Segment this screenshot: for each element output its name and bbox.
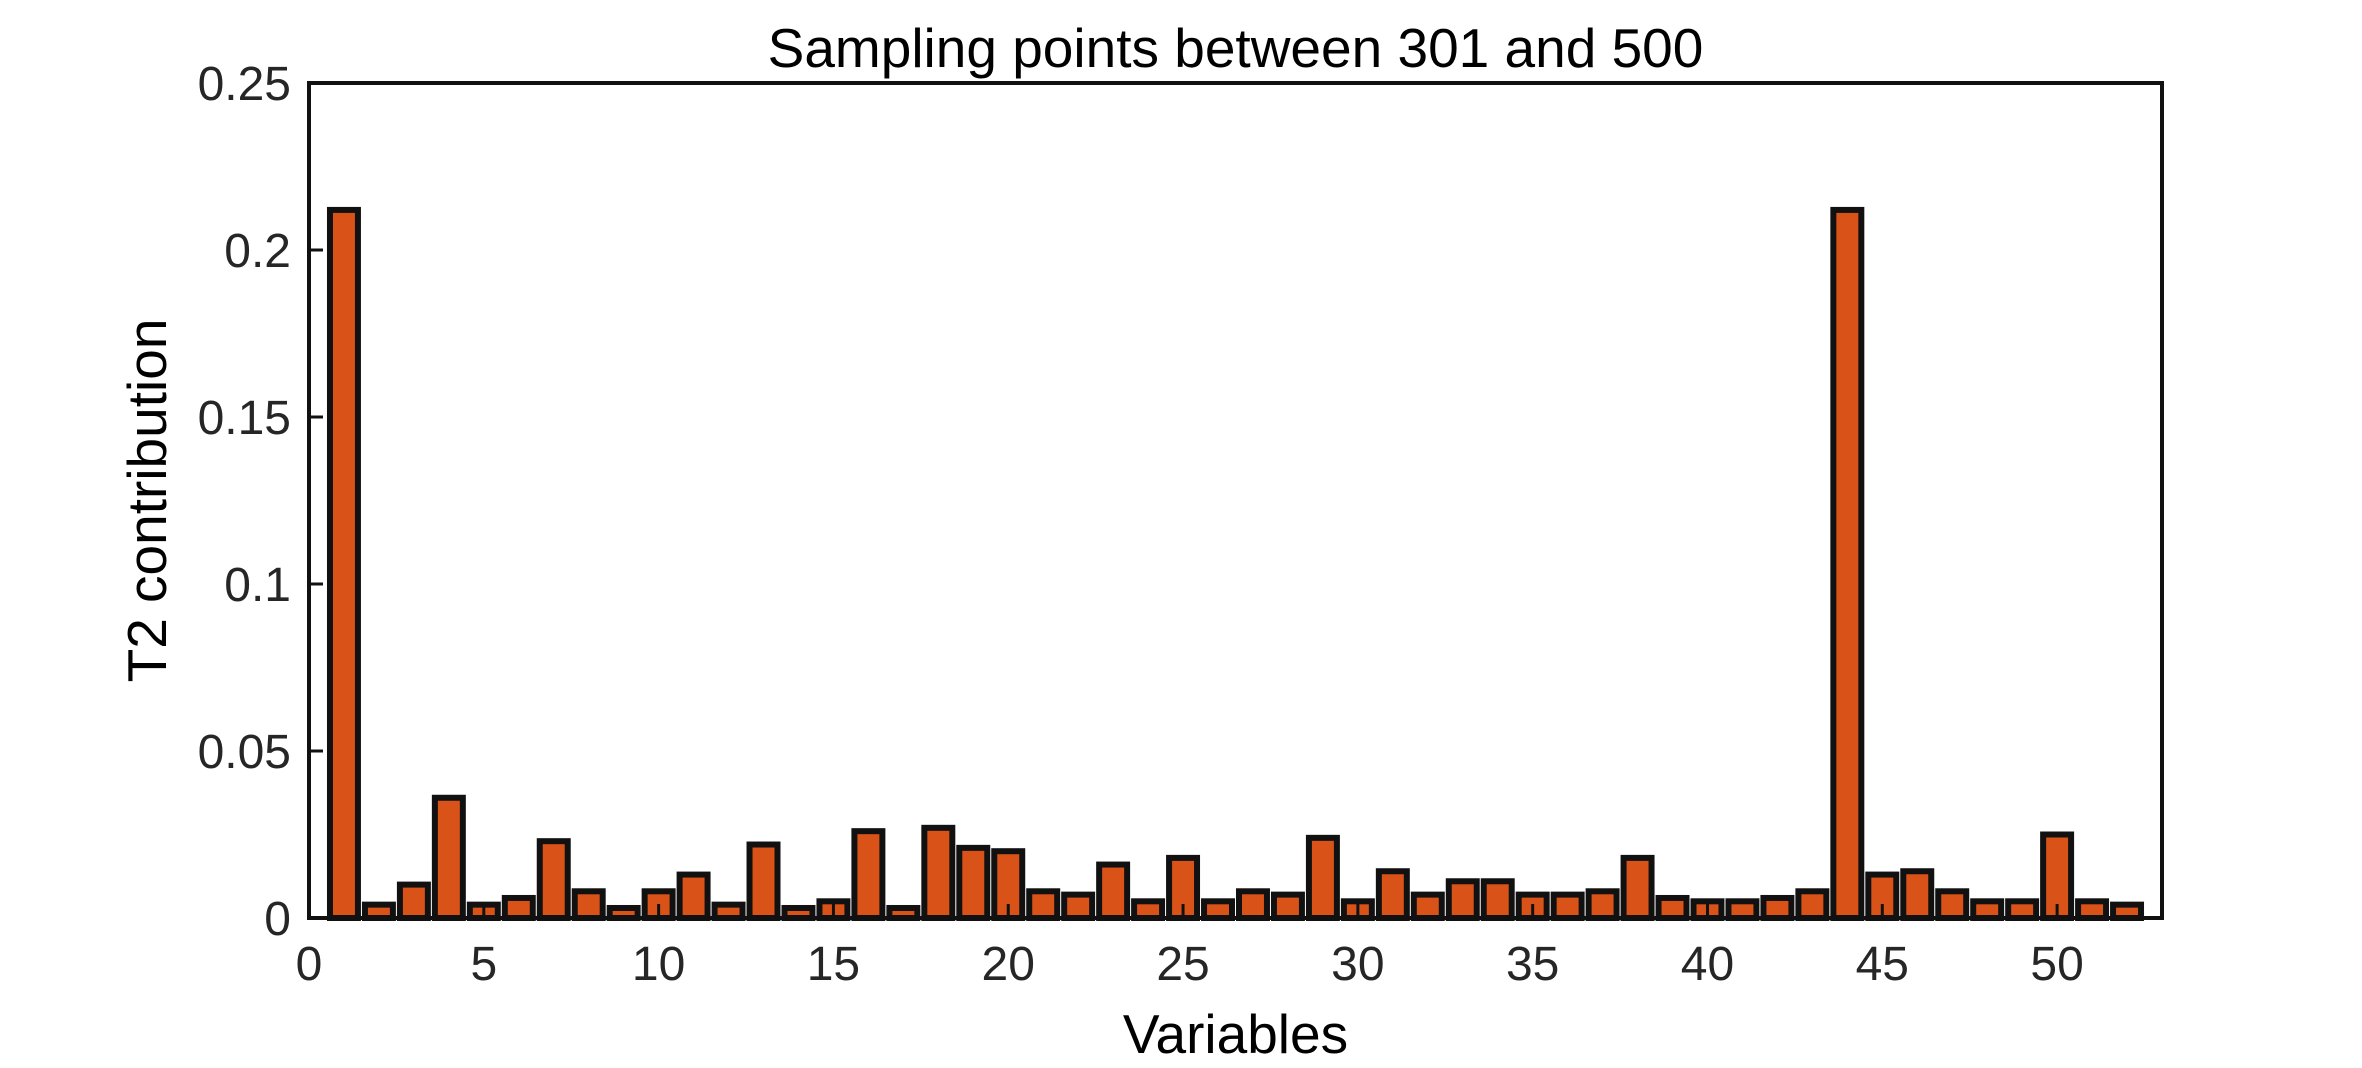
bar-12 (711, 901, 746, 922)
y-tick-label: 0 (264, 893, 291, 946)
bar-8 (571, 888, 606, 922)
bar-48 (1970, 898, 2005, 921)
chart-title: Sampling points between 301 and 500 (768, 17, 1704, 79)
bar-32 (1410, 891, 1445, 921)
y-tick-label: 0.1 (224, 559, 291, 612)
x-tick-label: 45 (1856, 938, 1909, 991)
bar-29 (1305, 834, 1340, 922)
bar-28 (1270, 891, 1305, 921)
bar-7 (536, 838, 571, 921)
ticks-layer: 0 5 10 15 20 25 30 35 40 45 50 0 0.05 0.1 0.15 0.2 0.25 (198, 58, 2084, 991)
bar-43 (1795, 888, 1830, 922)
bar-34 (1480, 878, 1515, 922)
bar-24 (1131, 898, 1166, 921)
x-tick-label: 40 (1681, 938, 1734, 991)
bars-layer (326, 206, 2145, 922)
plot-frame (307, 81, 2164, 920)
bar-16 (851, 828, 886, 921)
bar-27 (1235, 888, 1270, 922)
bar-1 (326, 206, 361, 922)
x-tick-label: 50 (2030, 938, 2083, 991)
bar-51 (2075, 898, 2110, 921)
bar-18 (921, 824, 956, 922)
bar-38 (1620, 854, 1655, 922)
y-tick-label: 0.2 (224, 225, 291, 278)
x-tick-label: 0 (296, 938, 323, 991)
bar-41 (1725, 898, 1760, 921)
bar-22 (1061, 891, 1096, 921)
bar-49 (2005, 898, 2040, 921)
x-tick-label: 15 (807, 938, 860, 991)
bar-36 (1550, 891, 1585, 921)
bar-31 (1375, 868, 1410, 921)
bar-37 (1585, 888, 1620, 922)
bar-52 (2110, 901, 2145, 922)
y-tick-label: 0.15 (198, 392, 291, 445)
bar-39 (1655, 894, 1690, 922)
bar-47 (1935, 888, 1970, 922)
x-axis-label: Variables (1123, 1003, 1348, 1063)
bar-4 (431, 794, 466, 922)
y-tick-label: 0.05 (198, 726, 291, 779)
x-tick-label: 25 (1156, 938, 1209, 991)
x-tick-label: 5 (470, 938, 497, 991)
bar-44 (1830, 206, 1865, 922)
bar-23 (1096, 861, 1131, 921)
bar-13 (746, 841, 781, 922)
bar-33 (1445, 878, 1480, 922)
bar-11 (676, 871, 711, 922)
bar-21 (1026, 888, 1061, 922)
x-tick-label: 10 (632, 938, 685, 991)
x-tick-label: 30 (1331, 938, 1384, 991)
y-tick-label: 0.25 (198, 58, 291, 111)
x-tick-label: 20 (982, 938, 1035, 991)
bar-2 (361, 901, 396, 922)
y-axis-label: T2 contribution (116, 319, 178, 683)
x-tick-label: 35 (1506, 938, 1559, 991)
bar-6 (501, 894, 536, 922)
bar-19 (956, 844, 991, 921)
bar-42 (1760, 894, 1795, 922)
bar-3 (396, 881, 431, 921)
bar-46 (1900, 868, 1935, 921)
bar-26 (1201, 898, 1236, 921)
